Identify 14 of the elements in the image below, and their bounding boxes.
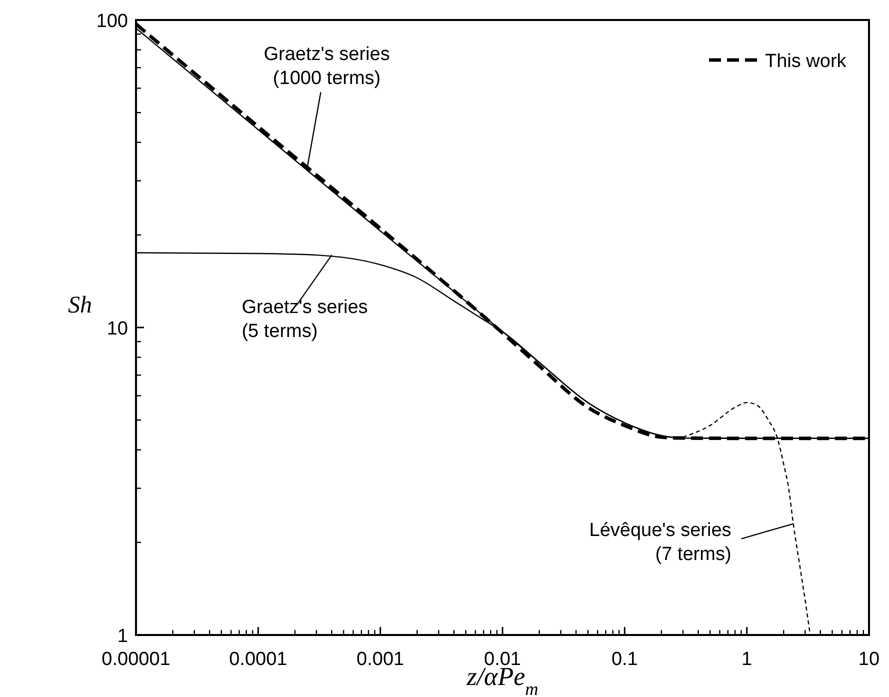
legend-label: This work <box>765 51 847 72</box>
annotation: Lévêque's series (7 terms) <box>589 520 732 565</box>
y-axis-title: Sh <box>68 292 92 318</box>
y-tick-label: 10 <box>106 318 128 340</box>
x-tick-label: 0.00001 <box>102 649 170 670</box>
x-tick-label: 10 <box>858 649 880 670</box>
y-tick-label: 100 <box>96 11 128 32</box>
x-tick-label: 1 <box>742 649 752 670</box>
annotation: Graetz's series (5 terms) <box>242 297 368 342</box>
annotation: Graetz's series (1000 terms) <box>264 44 390 90</box>
x-tick-label: 0.1 <box>611 649 638 670</box>
x-tick-label: 0.001 <box>356 649 404 670</box>
x-tick-label: 0.0001 <box>229 649 288 670</box>
y-tick-label: 1 <box>117 626 128 647</box>
